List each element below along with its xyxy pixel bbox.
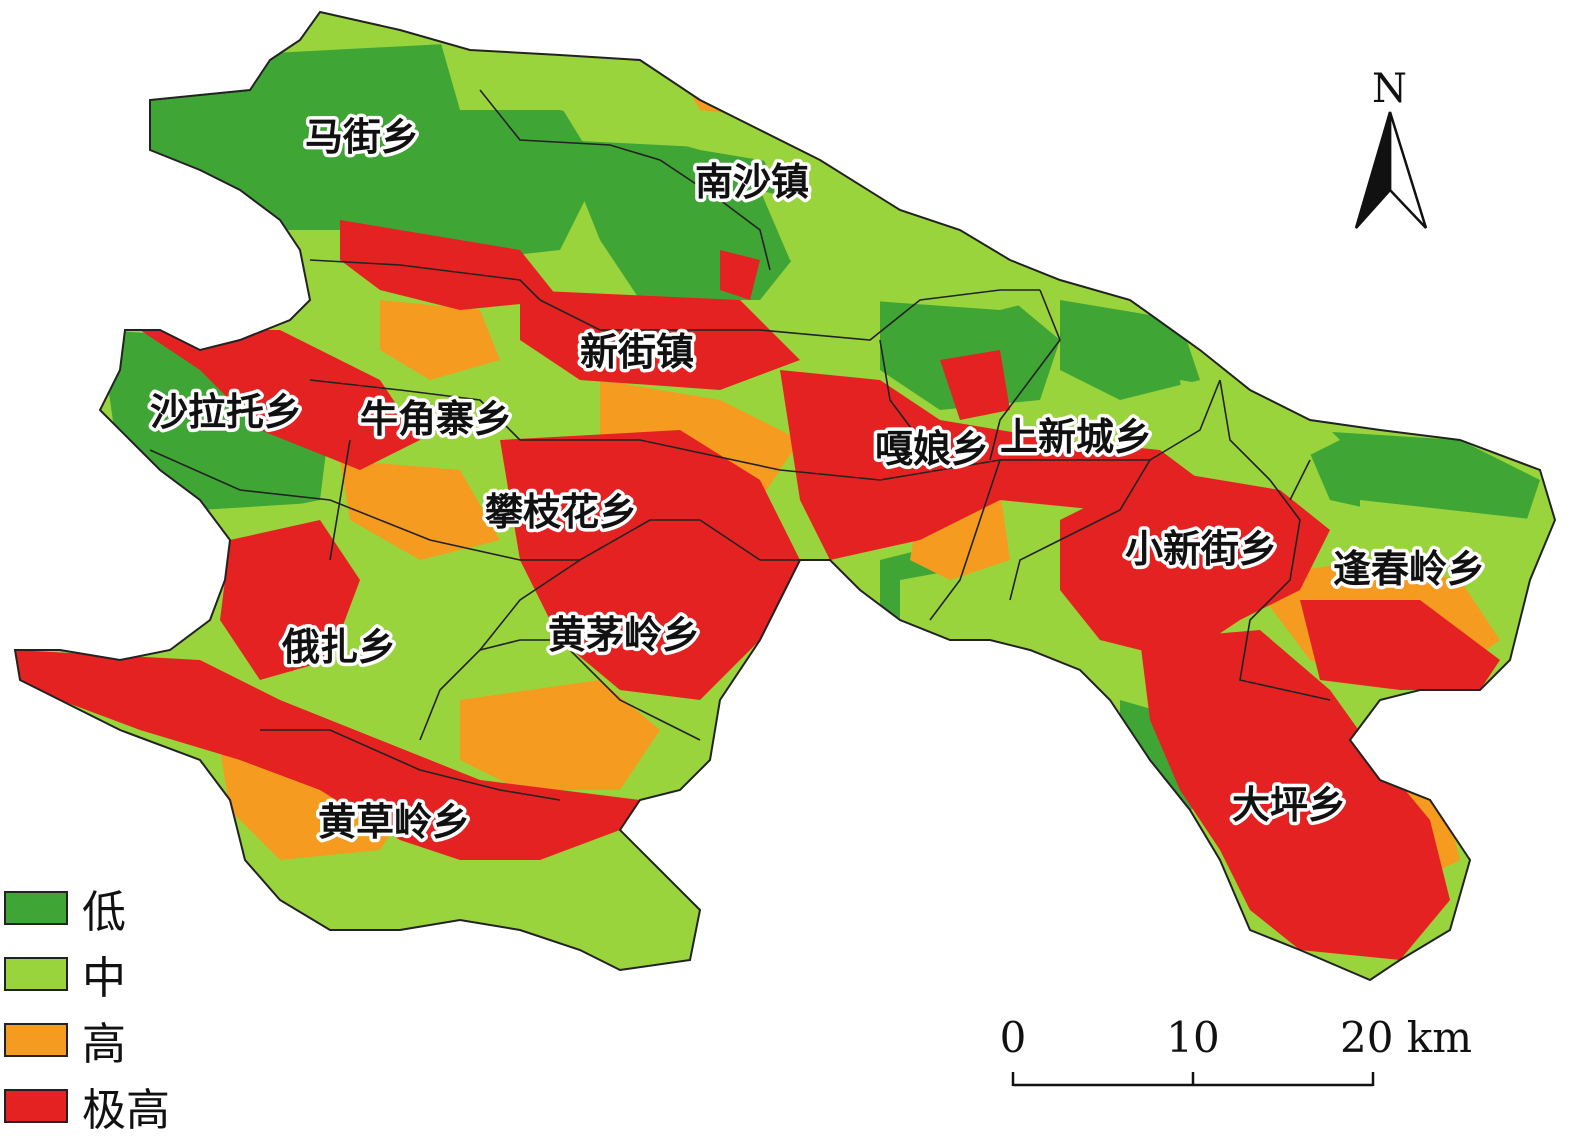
scale-tick-20: 20 km bbox=[1340, 1013, 1472, 1062]
risk-zone-high bbox=[460, 680, 660, 790]
risk-zone-vh bbox=[1060, 470, 1330, 660]
risk-zone-med bbox=[900, 560, 1020, 650]
risk-zone-vh bbox=[15, 650, 640, 860]
risk-zone-vh bbox=[780, 370, 1200, 560]
risk-zone-vh bbox=[500, 430, 800, 700]
legend-swatch-low bbox=[4, 891, 68, 925]
legend-label-medium: 中 bbox=[82, 953, 126, 1004]
legend-item-very-high: 极高 bbox=[4, 1073, 170, 1139]
label-xiaoxinjie: 小新街乡 bbox=[1125, 527, 1277, 571]
township-labels: 马街乡 南沙镇 新街镇 沙拉托乡 牛角寨乡 攀枝花乡 嘎娘乡 上新城乡 小新街乡… bbox=[147, 112, 1489, 848]
risk-zone-med bbox=[440, 40, 820, 170]
risk-zone-low bbox=[1300, 430, 1540, 540]
legend-item-medium: 中 bbox=[4, 941, 170, 1007]
risk-zone-vh bbox=[220, 520, 360, 680]
risk-zone-vh bbox=[720, 250, 760, 300]
label-galiang: 嘎娘乡 bbox=[875, 427, 989, 471]
risk-zone-high bbox=[340, 460, 500, 560]
legend-item-low: 低 bbox=[4, 875, 170, 941]
label-majie: 马街乡 bbox=[305, 115, 419, 159]
risk-zone-vh bbox=[340, 220, 560, 310]
risk-zone-high bbox=[380, 300, 500, 380]
legend-label-very-high: 极高 bbox=[82, 1085, 170, 1136]
label-huangcaoling: 黄草岭乡 bbox=[318, 800, 470, 844]
label-niujiaozhai: 牛角寨乡 bbox=[360, 397, 512, 441]
label-huangmaoling: 黄茅岭乡 bbox=[548, 613, 700, 657]
scale-bar: 0 10 20 km bbox=[1000, 1013, 1472, 1087]
north-arrow-icon bbox=[1354, 111, 1428, 229]
risk-zone-low bbox=[880, 290, 1060, 410]
risk-zone-vh bbox=[1140, 630, 1450, 960]
scale-tick-0: 0 bbox=[1000, 1013, 1027, 1062]
label-nansha: 南沙镇 bbox=[695, 160, 809, 204]
north-letter: N bbox=[1372, 66, 1407, 112]
legend-swatch-very-high bbox=[4, 1089, 68, 1123]
label-ezha: 俄扎乡 bbox=[281, 625, 396, 669]
label-dapingxiang: 大坪乡 bbox=[1232, 783, 1346, 827]
label-shalatuo: 沙拉托乡 bbox=[150, 390, 302, 434]
legend-label-low: 低 bbox=[82, 887, 126, 938]
risk-zone-vh bbox=[1300, 600, 1500, 690]
legend-swatch-medium bbox=[4, 957, 68, 991]
risk-zone-med bbox=[760, 190, 1080, 310]
legend-item-high: 高 bbox=[4, 1007, 170, 1073]
legend-label-high: 高 bbox=[82, 1019, 126, 1070]
risk-zone-vh bbox=[520, 290, 800, 390]
risk-zone-vh bbox=[940, 350, 1010, 420]
risk-zone-vh bbox=[140, 330, 420, 470]
legend: 低 中 高 极高 bbox=[4, 875, 170, 1139]
label-fengchunling: 逢春岭乡 bbox=[1333, 547, 1485, 591]
north-arrow: N bbox=[1354, 66, 1428, 229]
label-shangxincheng: 上新城乡 bbox=[1000, 415, 1152, 459]
legend-swatch-high bbox=[4, 1023, 68, 1057]
scale-tick-10: 10 bbox=[1166, 1013, 1219, 1062]
risk-zone-med bbox=[1360, 500, 1540, 580]
label-xinjie: 新街镇 bbox=[580, 330, 694, 374]
study-area-outline bbox=[13, 10, 1557, 982]
label-panzhihua: 攀枝花乡 bbox=[485, 490, 637, 534]
township-boundaries bbox=[149, 89, 1331, 801]
